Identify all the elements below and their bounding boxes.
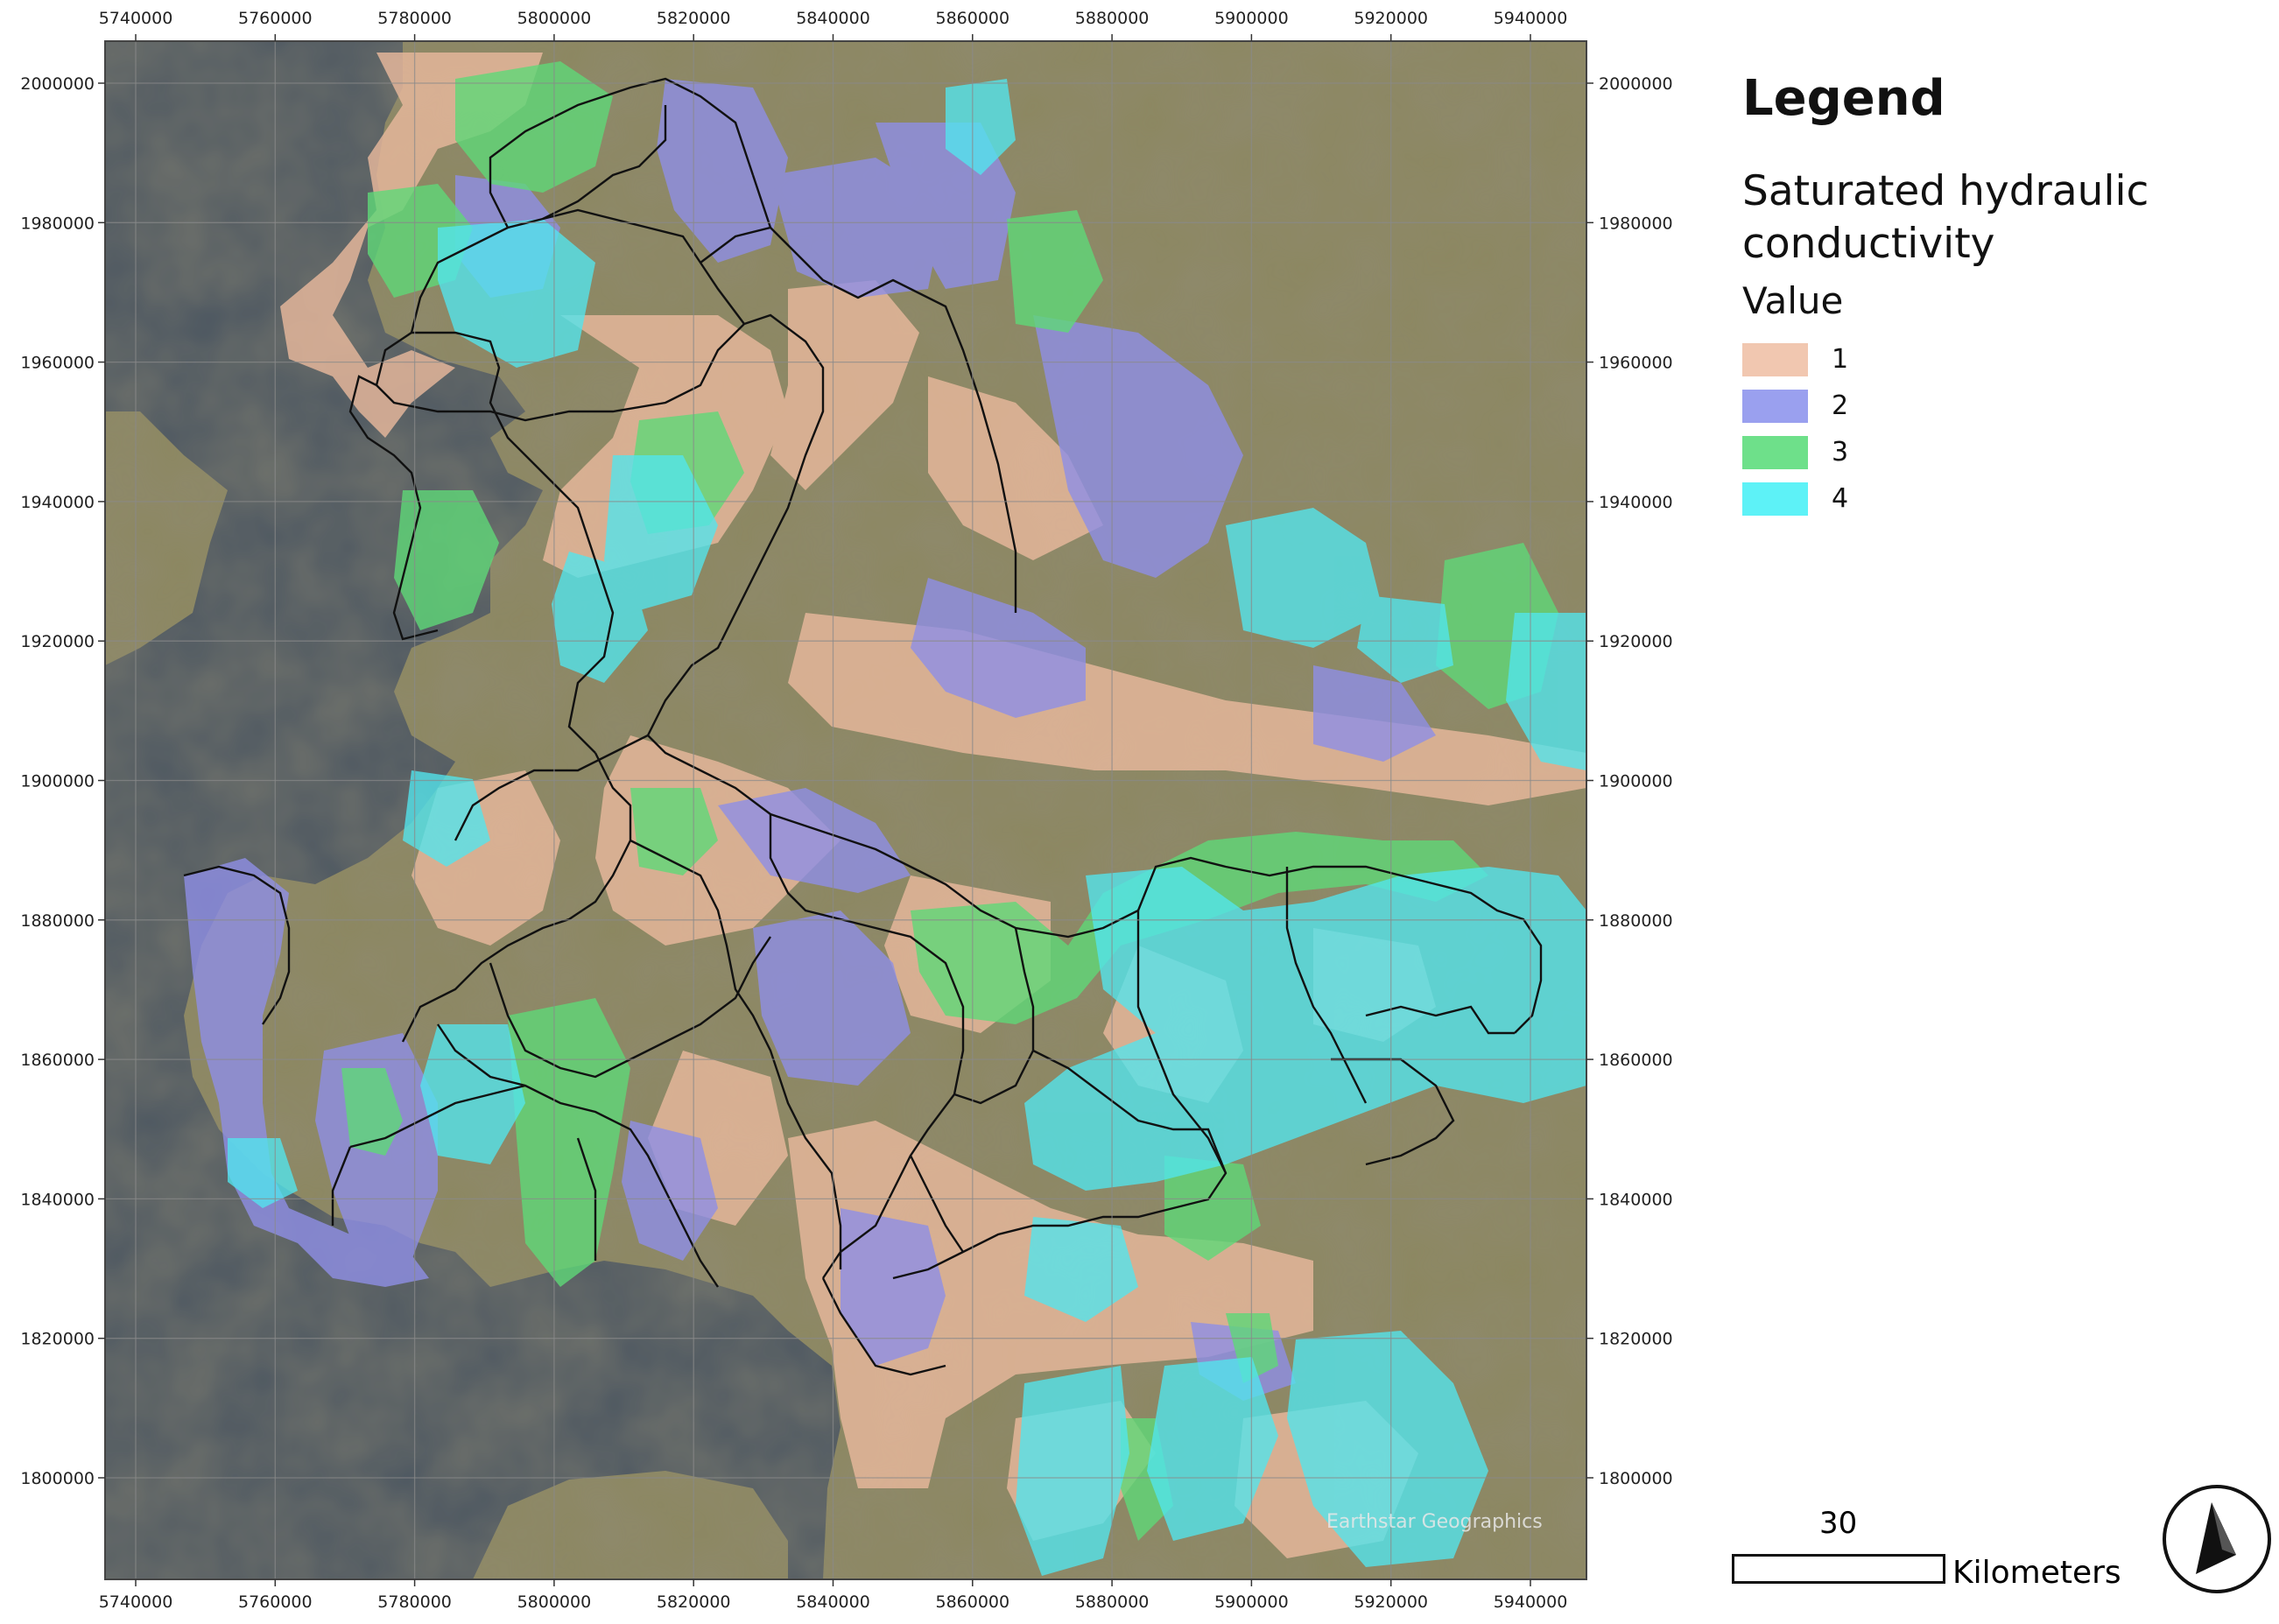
y-tick-label: 1900000 [20, 772, 95, 791]
tick-marks [98, 34, 1593, 1586]
legend-label-3: 3 [1832, 437, 1849, 468]
x-tick-label: 5740000 [99, 9, 173, 28]
x-tick-label: 5880000 [1075, 9, 1150, 28]
scale-bar-value: 30 [1819, 1506, 1858, 1541]
y-tick-label: 1820000 [20, 1330, 95, 1349]
y-tick-labels-right: 2000000 1980000 1960000 1940000 1920000 19000… [1599, 74, 1673, 1488]
legend-swatch-3 [1742, 435, 1808, 469]
x-tick-label: 5900000 [1214, 9, 1289, 28]
x-tick-label: 5840000 [796, 9, 870, 28]
y-tick-label: 1800000 [20, 1469, 95, 1488]
legend-label-2: 2 [1832, 390, 1849, 421]
y-tick-label: 1880000 [20, 911, 95, 931]
legend-title: Legend [1742, 70, 1945, 127]
y-tick-label: 1840000 [20, 1190, 95, 1209]
legend-label-4: 4 [1832, 483, 1849, 514]
legend-subtitle: Saturated hydraulic conductivity [1742, 167, 2149, 268]
y-tick-labels-left: 2000000 1980000 1960000 1940000 1920000 19000… [20, 74, 95, 1488]
x-tick-label: 5920000 [1354, 1592, 1428, 1612]
district-boundaries [183, 77, 1543, 1376]
legend-swatch-1 [1742, 342, 1808, 376]
class-4-areas [228, 79, 1586, 1576]
y-tick-label: 1980000 [20, 214, 95, 233]
legend-item-1: 1 [1742, 336, 2233, 383]
y-tick-label: 1980000 [1599, 214, 1673, 233]
x-tick-label: 5860000 [935, 1592, 1009, 1612]
y-tick-label: 1820000 [1599, 1330, 1673, 1349]
x-tick-label: 5940000 [1494, 9, 1568, 28]
map-area[interactable]: Earthstar Geographics [105, 41, 1586, 1579]
x-tick-label: 5840000 [796, 1592, 870, 1612]
scale-bar-unit: Kilometers [1952, 1555, 2121, 1591]
legend-value-label: Value [1742, 279, 1844, 322]
x-tick-label: 5780000 [377, 9, 452, 28]
x-tick-label: 5820000 [657, 9, 731, 28]
x-tick-label: 5920000 [1354, 9, 1428, 28]
x-tick-label: 5860000 [935, 9, 1009, 28]
grid-vertical-lines [135, 41, 1531, 1579]
x-tick-labels-bottom: 5740000 5760000 5780000 5800000 5820000 58400… [99, 1592, 1568, 1612]
y-tick-label: 2000000 [1599, 74, 1673, 94]
legend-label-1: 1 [1832, 344, 1849, 375]
legend-swatch-2 [1742, 389, 1808, 423]
legend-swatch-4 [1742, 482, 1808, 516]
x-tick-label: 5820000 [657, 1592, 731, 1612]
x-tick-label: 5900000 [1214, 1592, 1289, 1612]
y-tick-label: 1860000 [1599, 1051, 1673, 1070]
y-tick-label: 1960000 [20, 354, 95, 373]
legend: Legend Saturated hydraulic conductivity … [1742, 70, 2233, 522]
y-tick-label: 2000000 [20, 74, 95, 94]
x-tick-label: 5760000 [238, 1592, 313, 1612]
y-tick-label: 1960000 [1599, 354, 1673, 373]
x-tick-label: 5800000 [517, 1592, 592, 1612]
grid-horizontal-lines [105, 82, 1586, 1479]
y-tick-label: 1800000 [1599, 1469, 1673, 1488]
x-tick-labels-top: 5740000 5760000 5780000 5800000 5820000 58400… [99, 9, 1568, 28]
legend-item-4: 4 [1742, 475, 2233, 522]
x-tick-label: 5940000 [1494, 1592, 1568, 1612]
north-arrow-icon [2163, 1485, 2271, 1593]
y-tick-label: 1920000 [1599, 632, 1673, 651]
legend-item-2: 2 [1742, 383, 2233, 429]
legend-items: 1 2 3 4 [1742, 336, 2233, 522]
y-tick-label: 1940000 [20, 493, 95, 512]
y-tick-label: 1840000 [1599, 1190, 1673, 1209]
y-tick-label: 1880000 [1599, 911, 1673, 931]
x-tick-label: 5880000 [1075, 1592, 1150, 1612]
y-tick-label: 1920000 [20, 632, 95, 651]
x-tick-label: 5760000 [238, 9, 313, 28]
legend-item-3: 3 [1742, 429, 2233, 475]
y-tick-label: 1860000 [20, 1051, 95, 1070]
map-attribution: Earthstar Geographics [1326, 1511, 1543, 1533]
x-tick-label: 5800000 [517, 9, 592, 28]
y-tick-label: 1900000 [1599, 772, 1673, 791]
y-tick-label: 1940000 [1599, 493, 1673, 512]
x-tick-label: 5780000 [377, 1592, 452, 1612]
scale-bar-box [1732, 1554, 1945, 1584]
x-tick-label: 5740000 [99, 1592, 173, 1612]
map-frame [104, 40, 1587, 1580]
